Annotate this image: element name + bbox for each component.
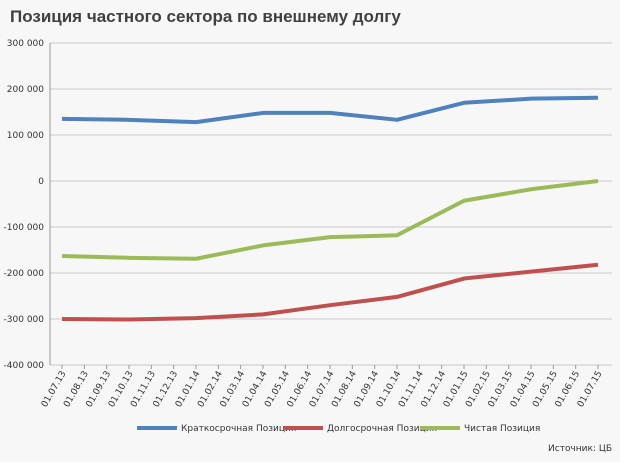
series-line (61, 95, 599, 125)
y-tick-label: 0 (38, 177, 44, 187)
y-tick-label: -300 000 (4, 315, 45, 325)
legend-label: Долгосрочная Позиция (327, 424, 437, 434)
series-line (61, 179, 599, 261)
series-line (61, 262, 599, 322)
source: Источник: ЦБ (548, 444, 612, 454)
y-tick-label: -200 000 (4, 269, 45, 279)
y-tick-label: 300 000 (7, 39, 44, 49)
chart-title: Позиция частного сектора по внешнему дол… (10, 7, 401, 26)
y-tick-label: -100 000 (4, 223, 45, 233)
legend-label: Чистая Позиция (464, 424, 540, 434)
legend-label: Краткосрочная Позиция (181, 424, 296, 434)
y-tick-label: 100 000 (7, 131, 44, 141)
y-tick-label: -400 000 (4, 361, 45, 371)
y-tick-label: 200 000 (7, 85, 44, 95)
